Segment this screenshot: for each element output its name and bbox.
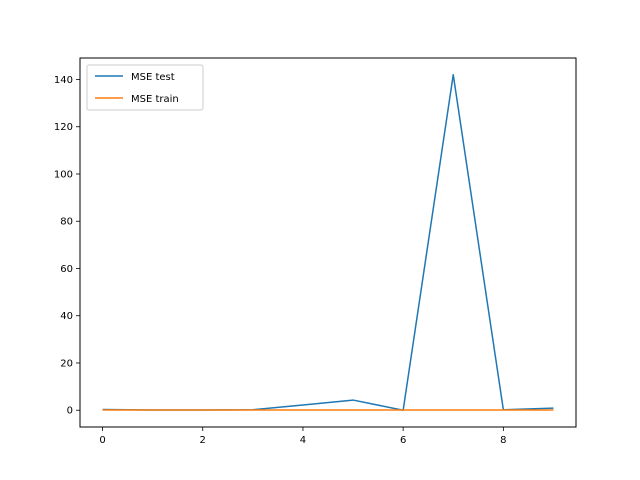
y-tick-label: 120 [54, 122, 73, 133]
x-tick-label: 6 [400, 435, 406, 446]
y-tick-label: 20 [60, 358, 73, 369]
plot-area [102, 74, 554, 411]
y-tick-label: 100 [54, 169, 73, 180]
y-tick-label: 40 [60, 311, 73, 322]
y-tick-label: 60 [60, 264, 73, 275]
x-tick-label: 2 [200, 435, 206, 446]
y-tick-label: 0 [67, 406, 73, 417]
y-tick-label: 80 [60, 217, 73, 228]
legend-label: MSE test [131, 72, 175, 83]
axes-frame [79, 57, 577, 428]
legend-label: MSE train [131, 94, 179, 105]
y-tick-label: 140 [54, 75, 73, 86]
x-axis: 0 2 4 6 8 [99, 427, 507, 446]
x-tick-label: 4 [300, 435, 306, 446]
x-tick-label: 0 [99, 435, 105, 446]
legend: MSE test MSE train [86, 64, 204, 111]
x-tick-label: 8 [500, 435, 506, 446]
y-axis: 0 20 40 60 80 100 120 140 [54, 75, 80, 417]
